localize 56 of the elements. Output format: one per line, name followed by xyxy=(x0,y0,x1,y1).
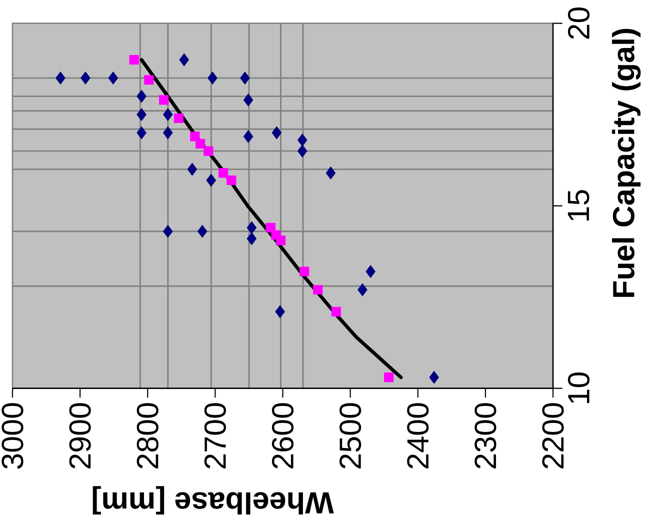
point xyxy=(196,138,206,149)
x-tick-label: 2500 xyxy=(340,403,362,468)
point xyxy=(206,174,216,187)
point xyxy=(366,265,376,278)
y-tick-label: 20 xyxy=(568,7,590,39)
point xyxy=(204,146,214,156)
x-tick-label: 2300 xyxy=(474,403,496,468)
point xyxy=(429,370,439,384)
point xyxy=(108,72,118,84)
point xyxy=(208,72,218,84)
point xyxy=(163,126,173,140)
x-tick-label: 2700 xyxy=(204,403,226,468)
x-tick-label: 2900 xyxy=(69,403,91,468)
point xyxy=(326,166,336,180)
point xyxy=(159,95,169,105)
line-series xyxy=(140,58,403,380)
point xyxy=(187,162,198,176)
point xyxy=(56,72,66,84)
x-tick-label: 2400 xyxy=(407,403,429,468)
point xyxy=(300,266,310,276)
point xyxy=(246,221,257,234)
point xyxy=(136,108,146,121)
point xyxy=(384,372,394,382)
point xyxy=(313,284,323,295)
point xyxy=(331,306,341,316)
x-tick-label: 3000 xyxy=(2,403,24,469)
point xyxy=(179,53,189,66)
point xyxy=(144,75,154,85)
point xyxy=(275,305,285,318)
point xyxy=(297,144,308,158)
point xyxy=(276,236,286,246)
point xyxy=(272,126,282,140)
point xyxy=(163,224,173,238)
point xyxy=(174,113,184,124)
y-tick-label: 15 xyxy=(568,190,590,220)
x-tick-label: 2600 xyxy=(272,403,294,468)
point xyxy=(246,232,257,246)
point xyxy=(243,94,254,106)
y-axis-title: Fuel Capacity (gal) xyxy=(612,28,641,297)
point xyxy=(226,175,236,186)
point xyxy=(358,283,368,296)
x-tick-label: 2800 xyxy=(136,403,158,468)
point xyxy=(243,130,254,143)
point xyxy=(218,168,228,178)
point xyxy=(136,90,146,103)
point xyxy=(163,108,173,121)
point xyxy=(297,134,308,147)
point xyxy=(129,55,139,65)
y-tick-label: 10 xyxy=(568,372,590,403)
point xyxy=(197,224,208,238)
point xyxy=(136,126,146,140)
x-axis-title: Wheelbase [mm] xyxy=(92,486,334,515)
x-tick-label: 2200 xyxy=(542,403,564,468)
point xyxy=(240,72,250,84)
point xyxy=(80,72,90,84)
point xyxy=(190,132,200,142)
